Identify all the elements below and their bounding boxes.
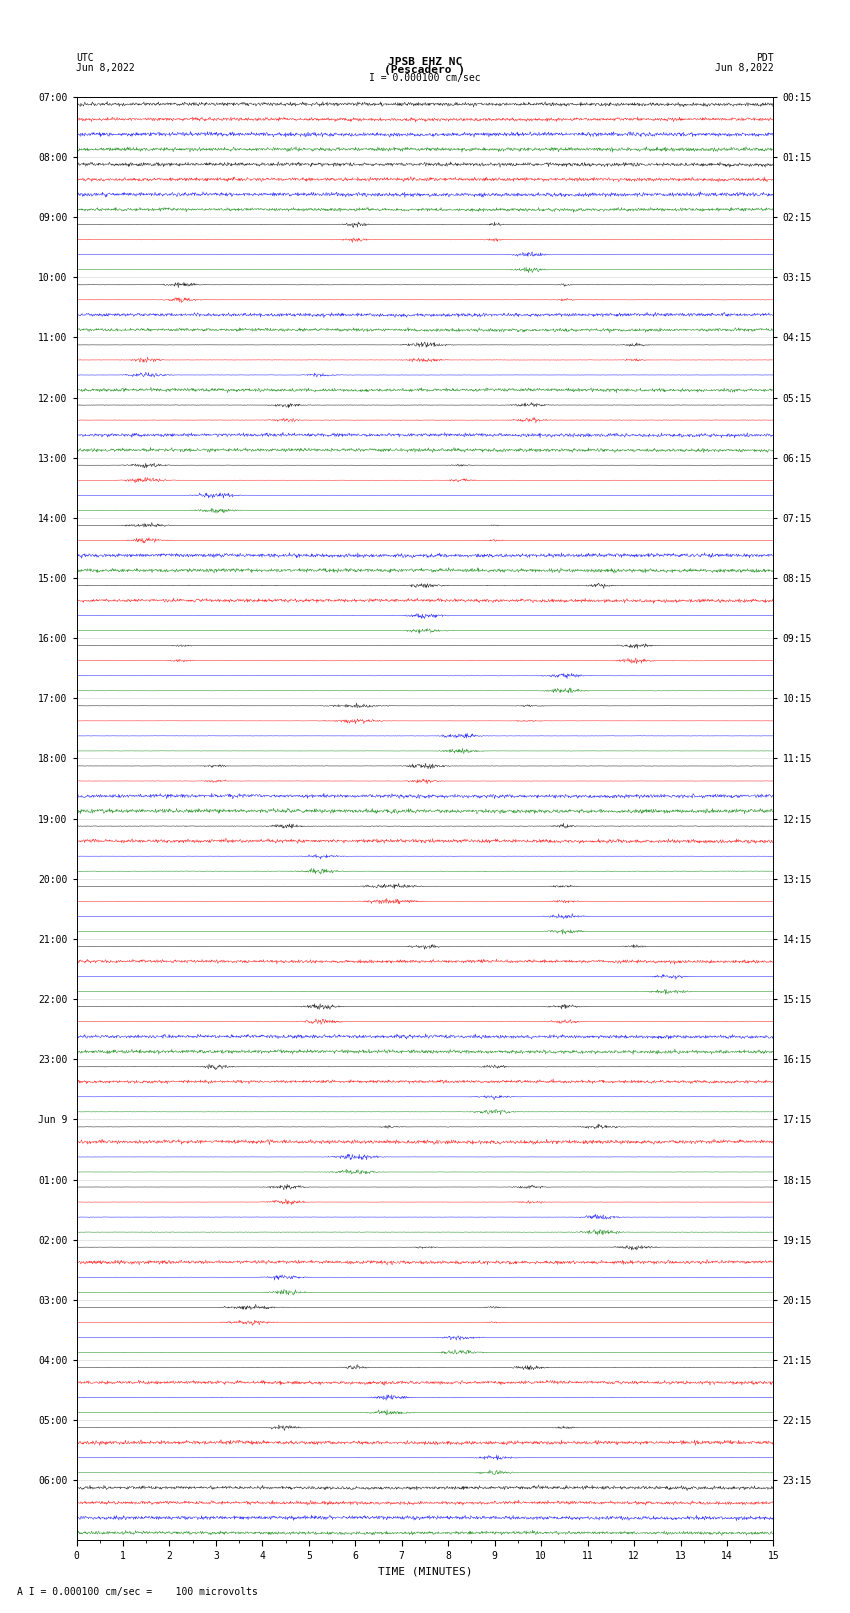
Text: Jun 8,2022: Jun 8,2022 xyxy=(715,63,774,73)
Text: PDT: PDT xyxy=(756,53,774,63)
Text: UTC: UTC xyxy=(76,53,94,63)
Text: A I = 0.000100 cm/sec =    100 microvolts: A I = 0.000100 cm/sec = 100 microvolts xyxy=(17,1587,258,1597)
Text: JPSB EHZ NC: JPSB EHZ NC xyxy=(388,56,462,68)
Text: (Pescadero ): (Pescadero ) xyxy=(384,65,466,76)
X-axis label: TIME (MINUTES): TIME (MINUTES) xyxy=(377,1566,473,1576)
Text: I = 0.000100 cm/sec: I = 0.000100 cm/sec xyxy=(369,73,481,84)
Text: Jun 8,2022: Jun 8,2022 xyxy=(76,63,135,73)
